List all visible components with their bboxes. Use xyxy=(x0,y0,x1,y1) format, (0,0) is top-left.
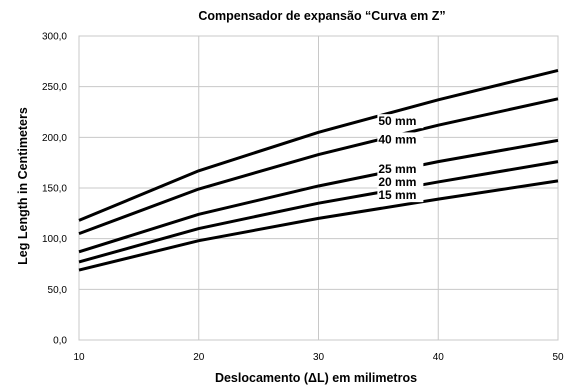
series-label: 50 mm xyxy=(378,114,416,128)
y-tick-label: 50,0 xyxy=(48,285,68,296)
series-lines xyxy=(78,68,559,272)
series-label-bg xyxy=(377,161,424,176)
series-label-bg xyxy=(377,132,424,147)
series-label: 20 mm xyxy=(378,175,416,189)
y-axis-label: Leg Length in Centimeters xyxy=(16,107,30,265)
y-tick-label: 250,0 xyxy=(42,82,67,93)
x-tick-label: 20 xyxy=(193,352,205,363)
x-tick-label: 50 xyxy=(552,352,564,363)
y-tick-label: 200,0 xyxy=(42,133,67,144)
series-label: 15 mm xyxy=(378,188,416,202)
series-label-bg xyxy=(377,114,424,129)
chart-title: Compensador de expansão “Curva em Z” xyxy=(198,9,445,23)
series-label-bg xyxy=(377,174,424,189)
series-line xyxy=(78,138,559,254)
series-line xyxy=(78,179,559,272)
y-tick-label: 150,0 xyxy=(42,184,67,195)
x-axis-label: Deslocamento (ΔL) em milimetros xyxy=(215,371,417,385)
series-label: 25 mm xyxy=(378,162,416,176)
series-label-bg xyxy=(377,188,424,203)
y-tick-label: 300,0 xyxy=(42,32,67,43)
y-tick-label: 100,0 xyxy=(42,234,67,245)
series-line xyxy=(78,68,559,222)
axis-ticks: 0,0 50,0 100,0 150,0 200,0 250,0 300,0 10 20 30 40… xyxy=(42,32,564,364)
grid xyxy=(78,35,559,341)
series-label: 40 mm xyxy=(378,132,416,146)
series-line xyxy=(78,97,559,236)
series-line xyxy=(78,160,559,264)
x-tick-label: 40 xyxy=(433,352,445,363)
x-tick-label: 30 xyxy=(313,352,325,363)
plot-frame xyxy=(78,35,559,341)
y-tick-label: 0,0 xyxy=(53,336,67,347)
x-tick-label: 10 xyxy=(73,352,85,363)
